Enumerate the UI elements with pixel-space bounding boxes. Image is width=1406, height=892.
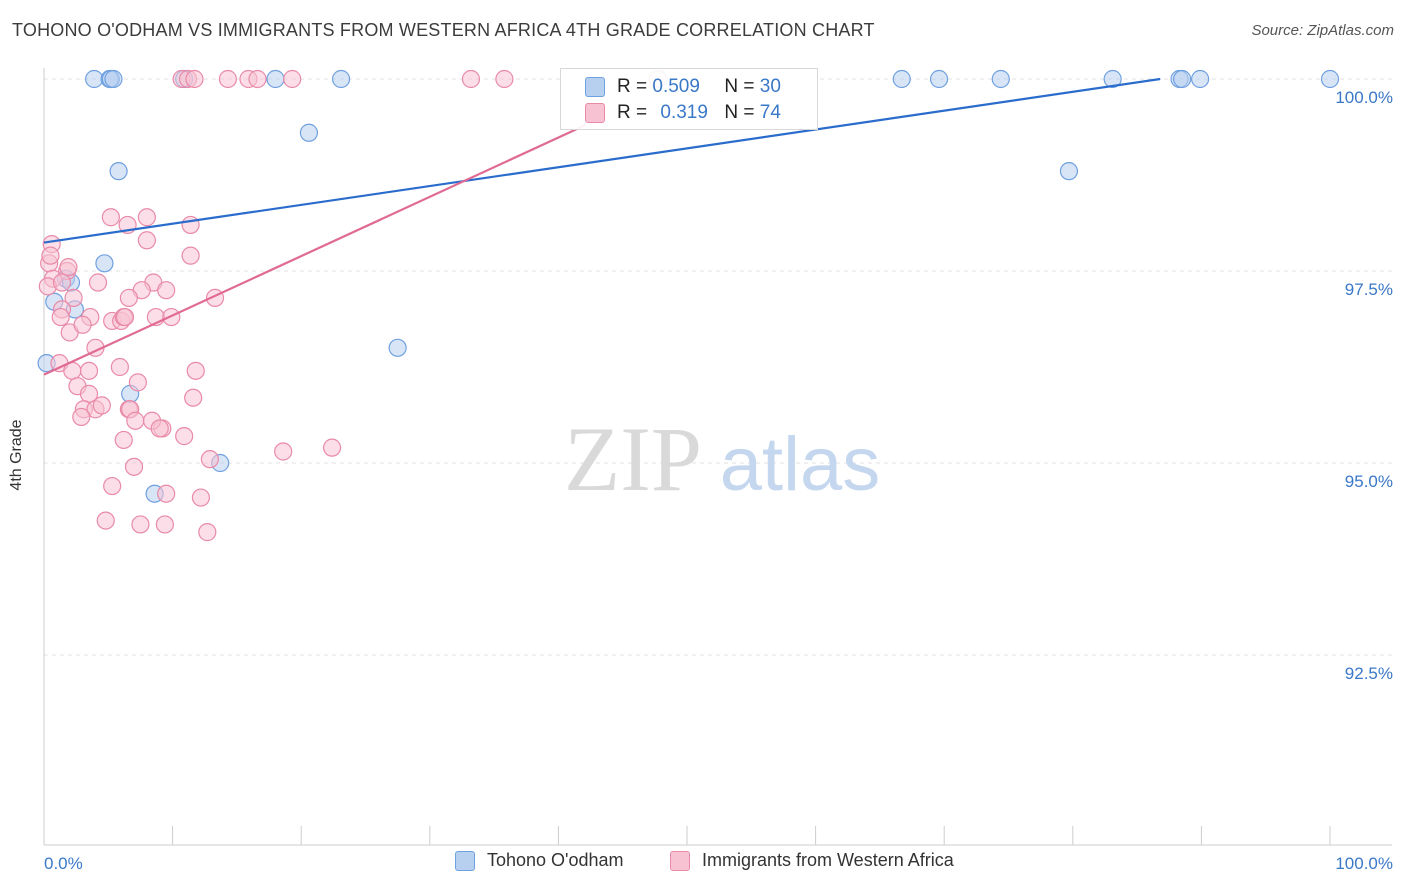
watermark-atlas: atlas xyxy=(720,422,881,507)
western-africa-point xyxy=(41,246,60,265)
western-africa-point xyxy=(59,258,78,277)
western-africa-point xyxy=(185,69,204,89)
series-name-tohono: Tohono O'odham xyxy=(487,850,624,870)
legend-row-tohono: R = 0.509 N = 30 xyxy=(585,75,781,99)
western-africa-point xyxy=(184,388,203,407)
chart-title: TOHONO O'ODHAM VS IMMIGRANTS FROM WESTER… xyxy=(12,20,875,40)
western-africa-point xyxy=(88,273,108,292)
legend-n-label: N = xyxy=(724,102,755,123)
tohono-point xyxy=(95,254,114,273)
western-africa-point xyxy=(128,373,147,392)
western-africa-point xyxy=(191,488,210,507)
stats-legend: R = 0.509 N = 30 R = 0.319 N = 74 xyxy=(560,68,818,130)
series-swatch-western-africa xyxy=(670,850,690,871)
tick-labels: 100.0% 97.5% 95.0% 92.5% 0.0% 100.0% xyxy=(44,88,1393,873)
western-africa-point xyxy=(115,307,135,327)
x-tick-label: 100.0% xyxy=(1335,854,1393,873)
western-africa-point xyxy=(126,411,145,430)
western-africa-point xyxy=(72,407,91,427)
series-swatch-tohono xyxy=(455,850,475,871)
western-africa-point xyxy=(181,246,200,265)
western-africa-point xyxy=(51,307,70,327)
western-africa-point xyxy=(283,69,302,89)
series-legend-item-tohono[interactable]: Tohono O'odham xyxy=(455,850,624,871)
watermark-zip: ZIP xyxy=(564,408,702,510)
trend-lines xyxy=(43,77,1161,376)
series-legend-item-western-africa[interactable]: Immigrants from Western Africa xyxy=(670,850,954,871)
legend-r-value-tohono: 0.509 xyxy=(652,76,700,97)
tohono-trend-line xyxy=(43,77,1161,244)
western-africa-point xyxy=(461,69,481,89)
western-africa-trend-line xyxy=(43,124,586,376)
western-africa-point xyxy=(131,515,150,534)
legend-row-western-africa: R = 0.319 N = 74 xyxy=(585,101,781,125)
western-africa-point xyxy=(150,419,169,438)
western-africa-point xyxy=(52,273,72,292)
y-tick-label: 92.5% xyxy=(1345,664,1393,683)
series-legend: Tohono O'odham Immigrants from Western A… xyxy=(0,850,1406,878)
western-africa-point xyxy=(124,457,144,476)
series-name-western-africa: Immigrants from Western Africa xyxy=(702,850,954,870)
western-africa-point xyxy=(157,484,176,503)
tohono-point xyxy=(109,162,128,181)
gridlines xyxy=(44,78,1392,656)
western-africa-point xyxy=(79,361,99,380)
western-africa-point xyxy=(181,215,200,235)
western-africa-point xyxy=(248,69,267,89)
western-africa-point xyxy=(218,69,237,89)
x-tick-label: 0.0% xyxy=(44,854,83,873)
western-africa-point xyxy=(137,208,156,227)
y-tick-label: 100.0% xyxy=(1335,88,1393,107)
western-africa-point xyxy=(137,231,156,250)
tohono-point xyxy=(104,69,123,89)
western-africa-point xyxy=(198,523,217,542)
legend-n-label: N = xyxy=(724,76,755,97)
watermark: ZIP atlas xyxy=(564,408,880,510)
western-africa-point xyxy=(114,430,133,450)
western-africa-point xyxy=(92,396,111,415)
western-africa-point xyxy=(103,476,122,496)
tohono-point xyxy=(388,338,407,357)
tohono-point xyxy=(266,69,285,89)
legend-r-label: R = xyxy=(617,76,648,97)
tohono-point xyxy=(1320,69,1340,89)
tohono-point xyxy=(85,69,104,89)
western-africa-point xyxy=(200,450,219,469)
source-credit: Source: ZipAtlas.com xyxy=(1251,22,1394,39)
western-africa-point xyxy=(155,515,174,534)
tohono-point xyxy=(1191,69,1210,89)
legend-n-value-western-africa: 74 xyxy=(759,102,781,123)
western-africa-point xyxy=(64,288,83,307)
tohono-point xyxy=(991,69,1010,89)
tohono-point xyxy=(892,69,911,89)
western-africa-point xyxy=(101,208,120,227)
western-africa-point xyxy=(322,438,342,457)
tohono-point xyxy=(929,69,949,89)
western-africa-point xyxy=(175,427,194,446)
western-africa-point xyxy=(110,357,129,377)
axes xyxy=(43,68,1392,846)
legend-n-value-tohono: 30 xyxy=(759,76,781,97)
legend-swatch-western-africa xyxy=(585,103,605,123)
legend-r-label: R = xyxy=(617,102,648,123)
y-tick-label: 95.0% xyxy=(1345,472,1393,491)
western-africa-point xyxy=(495,69,514,89)
tohono-point xyxy=(331,69,351,89)
tohono-point xyxy=(1059,162,1079,181)
legend-r-value-western-africa: 0.319 xyxy=(660,102,708,123)
western-africa-point xyxy=(73,315,92,334)
western-africa-point xyxy=(96,511,115,530)
western-africa-point xyxy=(119,288,138,307)
tohono-point xyxy=(299,123,319,142)
western-africa-point xyxy=(186,361,205,380)
western-africa-point xyxy=(157,281,176,300)
legend-swatch-tohono xyxy=(585,77,605,97)
tohono-point xyxy=(1103,69,1122,89)
tohono-point xyxy=(1173,69,1192,89)
western-africa-point xyxy=(274,442,293,461)
y-tick-label: 97.5% xyxy=(1345,280,1393,299)
